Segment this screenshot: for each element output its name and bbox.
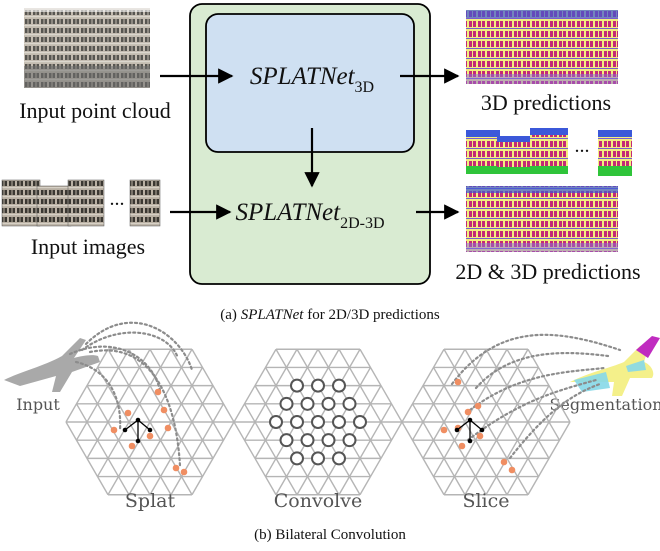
input-images-label: Input images xyxy=(31,234,145,259)
input-images-ellipsis: ... xyxy=(110,188,125,210)
part-a: SPLATNet3D SPLATNet2D-3D Input point clo… xyxy=(1,3,641,323)
splat-connections xyxy=(68,321,194,468)
splat-label: Splat xyxy=(125,490,176,512)
input-images-thumbnails xyxy=(1,179,161,227)
splatnet-3d-box xyxy=(205,13,415,153)
part-b: Input Segmentation xyxy=(4,321,660,543)
pred-2d3d-label: 2D & 3D predictions xyxy=(455,259,640,284)
lattice-slice xyxy=(401,348,571,496)
input-point-cloud-label: Input point cloud xyxy=(19,98,171,123)
slice-connections xyxy=(450,333,622,460)
pred-2d-ellipsis: ... xyxy=(575,135,590,157)
slice-points xyxy=(440,378,516,474)
convolve-label: Convolve xyxy=(274,490,362,512)
splat-points xyxy=(110,388,188,476)
splatnet-2d3d-label: SPLATNet2D-3D xyxy=(235,199,384,232)
splatnet-3d-label: SPLATNet3D xyxy=(250,63,374,96)
pred-3d-label: 3D predictions xyxy=(481,90,611,115)
caption-b: (b) Bilateral Convolution xyxy=(254,527,406,543)
convolve-circles xyxy=(269,378,367,466)
airplane-segmentation-icon xyxy=(570,336,660,396)
prediction-2d3d-image xyxy=(466,186,618,252)
prediction-3d-image xyxy=(466,10,618,84)
slice-label: Slice xyxy=(462,490,509,512)
prediction-2d-thumbnails xyxy=(466,128,632,176)
caption-a: (a) SPLATNet for 2D/3D predictions xyxy=(220,307,440,323)
input-point-cloud-image xyxy=(22,6,152,88)
input-label: Input xyxy=(16,395,60,414)
segmentation-label: Segmentation xyxy=(549,395,660,414)
